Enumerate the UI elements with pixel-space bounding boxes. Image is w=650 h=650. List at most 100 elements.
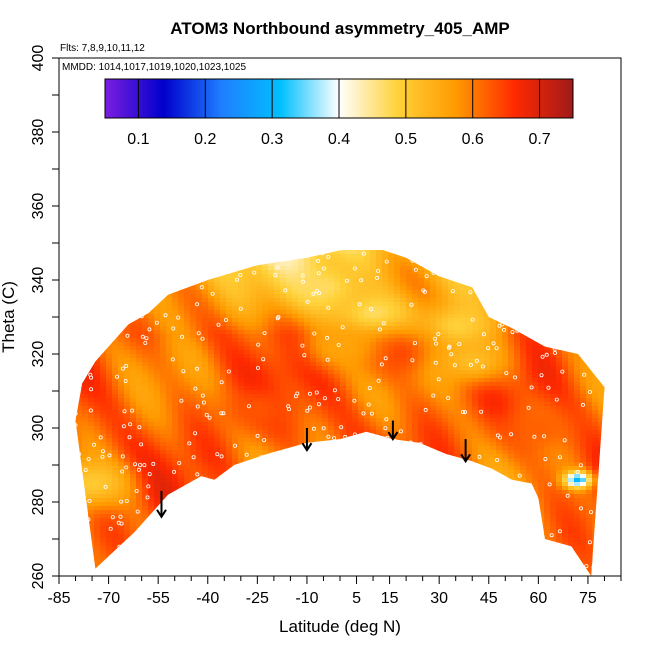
heatmap-cell [148, 454, 155, 459]
heatmap-cell [298, 502, 305, 507]
heatmap-cell [214, 294, 221, 299]
heatmap-cell [238, 470, 245, 475]
heatmap-cell [214, 278, 221, 283]
heatmap-cell [274, 402, 281, 407]
heatmap-cell [340, 402, 347, 407]
heatmap-cell [178, 298, 185, 303]
heatmap-cell [352, 534, 359, 539]
heatmap-cell [106, 490, 113, 495]
heatmap-cell [238, 258, 245, 263]
heatmap-cell [106, 342, 113, 347]
heatmap-cell [286, 338, 293, 343]
heatmap-cell [94, 486, 101, 491]
heatmap-cell [304, 518, 311, 523]
heatmap-cell [292, 414, 299, 419]
heatmap-cell [370, 562, 377, 567]
heatmap-cell [262, 350, 269, 355]
heatmap-cell [100, 438, 107, 443]
heatmap-cell [310, 542, 317, 547]
heatmap-cell [124, 518, 131, 523]
heatmap-cell [304, 342, 311, 347]
heatmap-cell [226, 278, 233, 283]
heatmap-cell [244, 522, 251, 527]
heatmap-cell [424, 310, 431, 315]
heatmap-cell [196, 538, 203, 543]
heatmap-cell [184, 470, 191, 475]
heatmap-cell [118, 354, 125, 359]
heatmap-cell [94, 494, 101, 499]
heatmap-cell [358, 342, 365, 347]
heatmap-cell [406, 442, 413, 447]
heatmap-cell [406, 522, 413, 527]
heatmap-cell [178, 378, 185, 383]
heatmap-cell [250, 442, 257, 447]
heatmap-cell [406, 494, 413, 499]
heatmap-cell [268, 534, 275, 539]
heatmap-cell [106, 502, 113, 507]
heatmap-cell [298, 262, 305, 267]
heatmap-cell [376, 490, 383, 495]
heatmap-cell [400, 562, 407, 567]
heatmap-cell [208, 482, 215, 487]
heatmap-cell [406, 534, 413, 539]
heatmap-cell [370, 378, 377, 383]
heatmap-cell [232, 250, 239, 255]
heatmap-cell [190, 486, 197, 491]
heatmap-cell [352, 378, 359, 383]
heatmap-cell [238, 334, 245, 339]
heatmap-cell [130, 338, 137, 343]
heatmap-cell [142, 546, 149, 551]
heatmap-cell [262, 438, 269, 443]
heatmap-cell [100, 430, 107, 435]
heatmap-cell [310, 334, 317, 339]
heatmap-cell [154, 454, 161, 459]
heatmap-cell [220, 414, 227, 419]
heatmap-cell [118, 378, 125, 383]
heatmap-cell [334, 370, 341, 375]
heatmap-cell [394, 322, 401, 327]
heatmap-cell [130, 426, 137, 431]
heatmap-cell [292, 406, 299, 411]
heatmap-cell [346, 570, 353, 575]
heatmap-cell [376, 558, 383, 563]
heatmap-cell [388, 470, 395, 475]
heatmap-cell [424, 318, 431, 323]
heatmap-cell [388, 322, 395, 327]
heatmap-cell [238, 498, 245, 503]
heatmap-cell [400, 482, 407, 487]
heatmap-cell [130, 530, 137, 535]
heatmap-cell [208, 450, 215, 455]
heatmap-cell [220, 254, 227, 259]
heatmap-cell [196, 414, 203, 419]
heatmap-cell [160, 518, 167, 523]
heatmap-cell [166, 450, 173, 455]
heatmap-cell [154, 394, 161, 399]
heatmap-cell [418, 342, 425, 347]
heatmap-cell [358, 294, 365, 299]
heatmap-cell [82, 286, 89, 291]
heatmap-cell [244, 258, 251, 263]
heatmap-cell [88, 286, 95, 291]
heatmap-cell [394, 386, 401, 391]
heatmap-cell [262, 406, 269, 411]
heatmap-cell [418, 374, 425, 379]
heatmap-cell [232, 382, 239, 387]
heatmap-cell [190, 294, 197, 299]
heatmap-cell [130, 562, 137, 567]
heatmap-cell [322, 358, 329, 363]
heatmap-cell [424, 530, 431, 535]
heatmap-cell [220, 390, 227, 395]
heatmap-cell [424, 250, 431, 255]
heatmap-cell [340, 414, 347, 419]
heatmap-cell [190, 374, 197, 379]
heatmap-cell [370, 534, 377, 539]
heatmap-cell [418, 526, 425, 531]
heatmap-cell [166, 426, 173, 431]
heatmap-cell [148, 310, 155, 315]
heatmap-cell [424, 406, 431, 411]
heatmap-cell [172, 378, 179, 383]
heatmap-cell [190, 386, 197, 391]
heatmap-cell [370, 334, 377, 339]
heatmap-cell [160, 478, 167, 483]
heatmap-cell [136, 522, 143, 527]
